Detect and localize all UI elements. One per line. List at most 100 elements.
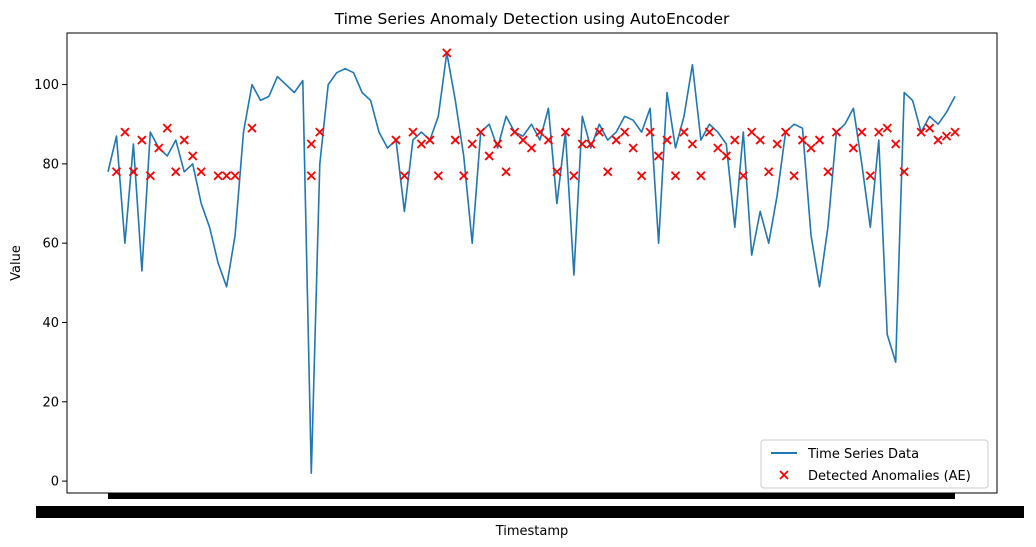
anomaly-point [823,167,833,177]
series-line-time-series [107,51,956,475]
anomaly-point [213,171,223,181]
anomaly-point [230,171,240,181]
anomaly-point [459,171,469,181]
anomaly-point [577,139,587,149]
anomaly-point [747,127,757,137]
anomaly-point [874,127,884,137]
anomaly-point [628,143,638,153]
anomaly-point [831,127,842,137]
anomaly-point [408,127,418,137]
anomaly-point [492,139,503,149]
y-axis: 0 20 40 60 80 100 [34,78,67,490]
anomaly-point [636,171,647,181]
plot-layer [107,48,960,475]
chart-title: Time Series Anomaly Detection using Auto… [334,10,730,28]
anomaly-point [391,135,401,145]
anomaly-point [865,171,875,181]
anomaly-point [738,171,748,181]
anomaly-point [848,143,858,153]
anomaly-point [188,151,198,161]
anomaly-point [433,171,443,181]
anomaly-point [467,139,477,149]
legend-label-series: Time Series Data [807,447,919,462]
y-tick-label: 100 [34,78,59,93]
anomaly-point [171,167,181,177]
anomaly-point [645,127,655,137]
anomaly-point [484,151,494,161]
y-axis-label: Value [9,245,24,281]
anomaly-point [721,151,731,161]
anomaly-point [603,167,613,177]
anomaly-point [797,135,808,145]
anomaly-point [730,135,740,145]
legend-box [760,439,989,489]
anomaly-point [501,167,511,177]
anomaly-point [137,135,147,145]
anomaly-point [679,127,689,137]
x-axis [36,493,1024,518]
anomaly-point [179,135,189,145]
anomaly-point [814,135,825,145]
anomaly-point [306,171,316,181]
y-tick-label: 0 [51,475,59,490]
anomaly-point [687,139,698,149]
anomaly-point [120,127,130,137]
anomaly-point [916,127,926,137]
anomaly-point [704,127,715,137]
anomaly-point [857,127,867,137]
anomaly-point [586,139,596,149]
anomaly-point [162,123,172,133]
anomaly-point [442,48,452,58]
anomaly-point [696,171,706,181]
anomaly-point [594,127,604,137]
anomaly-point [450,135,460,145]
anomaly-point [196,167,206,177]
anomaly-point [789,171,799,181]
anomaly-point [552,167,562,177]
anomaly-point [425,135,435,145]
anomaly-point [891,139,901,149]
y-tick-label: 20 [42,395,59,410]
anomaly-point [416,139,427,149]
anomaly-point [569,171,579,181]
anomaly-point [476,127,486,137]
anomaly-point [933,135,943,145]
y-tick-label: 60 [42,237,59,252]
anomaly-point [620,127,630,137]
anomaly-point [806,143,816,153]
anomaly-point [713,143,723,153]
x-axis-label: Timestamp [495,524,569,539]
anomaly-point [924,123,935,133]
anomaly-point [399,171,410,181]
legend: Time Series Data Detected Anomalies (AE) [760,439,989,489]
anomaly-point [128,167,139,177]
anomaly-point [764,167,774,177]
y-tick-label: 80 [42,157,59,172]
anomaly-point [772,139,782,149]
anomaly-point [653,151,664,161]
anomaly-point [882,123,892,133]
anomaly-point [518,135,528,145]
anomaly-point [306,139,316,149]
anomaly-point [111,167,122,177]
x-tick-labels-overlapping [36,506,1024,518]
legend-anomaly-marker [779,470,789,480]
anomaly-point [247,123,257,133]
anomaly-point [611,135,621,145]
anomaly-point [526,143,537,153]
legend-label-anomalies: Detected Anomalies (AE) [808,469,971,484]
anomaly-point [221,171,232,181]
legend-x-icon [779,470,789,480]
anomaly-point [315,127,325,137]
anomaly-point [145,171,155,181]
anomaly-point [950,127,960,137]
plot-area [66,32,998,494]
anomaly-point [941,131,952,141]
anomaly-point [154,143,164,153]
x-tick-marks-dense [108,493,955,499]
anomaly-point [755,135,765,145]
anomaly-point [670,171,681,181]
y-tick-label: 40 [42,316,59,331]
anomaly-point [780,127,791,137]
